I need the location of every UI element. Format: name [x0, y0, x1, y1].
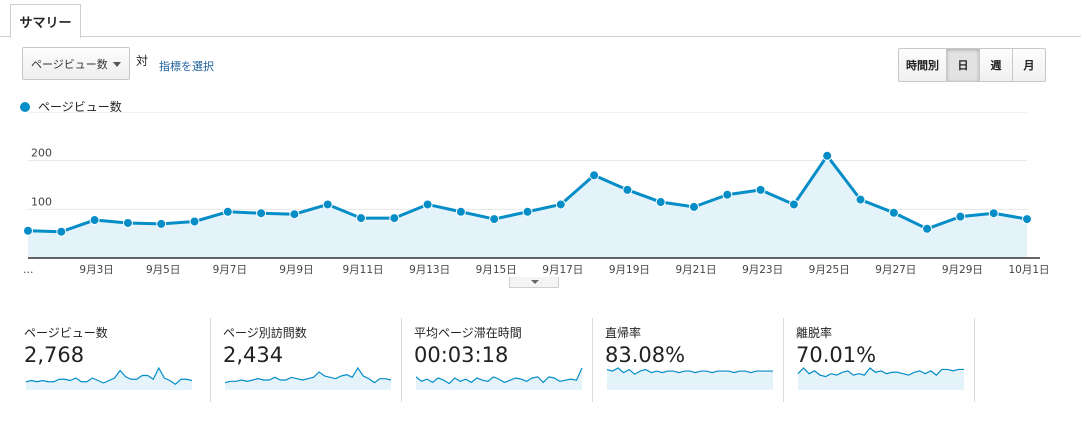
scorecard-label: ページビュー数 — [24, 326, 108, 340]
sparkline-line — [224, 366, 392, 384]
x-tick-label: 9月11日 — [342, 264, 383, 276]
x-tick-label: 9月5日 — [146, 264, 180, 276]
sparkline-area — [798, 368, 964, 390]
sparkline-line — [797, 367, 964, 378]
x-tick-label: 9月23日 — [742, 264, 783, 276]
data-point[interactable] — [722, 189, 733, 200]
data-point[interactable] — [755, 184, 766, 195]
period-toggle-group: 時間別 日 週 月 — [898, 48, 1046, 82]
data-point[interactable] — [455, 206, 466, 217]
data-point[interactable] — [888, 207, 899, 218]
scorecard-bounce-rate[interactable]: 直帰率 83.08% — [593, 318, 784, 402]
scorecard-unique-pageviews[interactable]: ページ別訪問数 2,434 — [211, 318, 402, 402]
data-point[interactable] — [622, 184, 633, 195]
data-point[interactable] — [489, 214, 500, 225]
sparkline-area — [416, 368, 582, 390]
data-point[interactable] — [522, 206, 533, 217]
data-point[interactable] — [922, 223, 933, 234]
x-tick-label: 9月13日 — [409, 264, 450, 276]
period-week-button[interactable]: 週 — [979, 49, 1012, 81]
sparkline-line — [606, 367, 773, 375]
scorecard-row: ページビュー数 2,768 ページ別訪問数 2,434 平均ページ滞在時間 00… — [20, 318, 975, 402]
scorecard-pageviews[interactable]: ページビュー数 2,768 — [20, 318, 211, 402]
x-tick-label: 9月25日 — [809, 264, 850, 276]
scorecard-value: 70.01% — [796, 343, 877, 367]
tab-summary[interactable]: サマリー — [10, 4, 81, 38]
scorecard-value: 00:03:18 — [414, 343, 509, 367]
data-point[interactable] — [23, 225, 33, 236]
x-tick-label: 9月21日 — [675, 264, 716, 276]
period-month-button[interactable]: 月 — [1012, 49, 1045, 81]
sparkline-area — [607, 368, 773, 390]
data-point[interactable] — [555, 199, 566, 210]
data-point[interactable] — [389, 213, 400, 224]
data-point[interactable] — [822, 150, 833, 161]
x-tick-label: 9月15日 — [476, 264, 517, 276]
scorecard-label: 平均ページ滞在時間 — [414, 326, 522, 340]
scorecard-label: 直帰率 — [605, 326, 642, 340]
sparkline-area — [26, 368, 192, 390]
metric-select-value: ページビュー数 — [31, 57, 108, 71]
scorecard-exit-rate[interactable]: 離脱率 70.01% — [784, 318, 975, 402]
chart-collapse-handle[interactable] — [509, 277, 559, 288]
scorecard-label: ページ別訪問数 — [223, 326, 307, 340]
x-tick-label: 9月17日 — [542, 264, 583, 276]
period-hourly-button[interactable]: 時間別 — [899, 49, 946, 81]
sparkline — [25, 366, 193, 390]
sparkline — [606, 367, 773, 390]
scorecard-value: 2,768 — [24, 343, 85, 367]
chart-legend[interactable]: ページビュー数 — [20, 98, 122, 115]
scorecard-value: 83.08% — [605, 343, 686, 367]
sparkline-line — [25, 366, 193, 386]
x-tick-label: 9月27日 — [875, 264, 916, 276]
data-point[interactable] — [788, 199, 799, 210]
scorecard-label: 離脱率 — [796, 326, 833, 340]
scorecard-value: 2,434 — [223, 343, 284, 367]
data-point[interactable] — [222, 206, 233, 217]
x-tick-label: 9月9日 — [279, 264, 313, 276]
data-point[interactable] — [156, 218, 167, 229]
series-area — [28, 155, 1027, 258]
tab-bar: サマリー — [0, 0, 1081, 38]
data-point[interactable] — [689, 201, 699, 212]
x-tick-label: 9月7日 — [213, 264, 247, 276]
metric-select[interactable]: ページビュー数 — [22, 47, 130, 80]
data-point[interactable] — [56, 226, 67, 237]
select-metric-link[interactable]: 指標を選択 — [159, 60, 214, 73]
x-tick-label: 10月1日 — [1008, 264, 1049, 276]
data-point[interactable] — [855, 194, 866, 205]
data-point[interactable] — [589, 170, 600, 181]
data-point[interactable] — [189, 216, 200, 227]
data-point[interactable] — [422, 199, 433, 210]
sparkline-line — [415, 367, 583, 385]
data-point[interactable] — [988, 208, 999, 219]
data-point[interactable] — [289, 209, 300, 220]
data-point[interactable] — [1022, 214, 1032, 225]
sparkline — [797, 367, 964, 390]
x-tick-label: 9月3日 — [79, 264, 113, 276]
sparkline — [415, 367, 583, 390]
chevron-down-icon — [531, 280, 539, 284]
vs-label: 対 — [136, 54, 149, 68]
data-point[interactable] — [655, 197, 666, 208]
data-point[interactable] — [955, 211, 966, 222]
x-tick-label: … — [23, 264, 34, 276]
data-point[interactable] — [89, 215, 100, 226]
data-point[interactable] — [256, 208, 267, 219]
data-point[interactable] — [356, 213, 366, 224]
y-tick-label: 200 — [31, 147, 52, 160]
period-day-button[interactable]: 日 — [946, 49, 979, 81]
data-point[interactable] — [122, 217, 133, 228]
data-point[interactable] — [322, 199, 333, 210]
scorecard-avg-time[interactable]: 平均ページ滞在時間 00:03:18 — [402, 318, 593, 402]
pageviews-chart[interactable]: 100200300…9月3日9月5日9月7日9月9日9月11日9月13日9月15… — [0, 112, 1081, 282]
x-tick-label: 9月29日 — [942, 264, 983, 276]
legend-label: ページビュー数 — [38, 100, 122, 114]
chevron-down-icon — [113, 62, 121, 67]
x-tick-label: 9月19日 — [609, 264, 650, 276]
sparkline — [224, 366, 392, 390]
y-tick-label: 100 — [31, 195, 52, 208]
legend-dot-icon — [20, 101, 30, 112]
